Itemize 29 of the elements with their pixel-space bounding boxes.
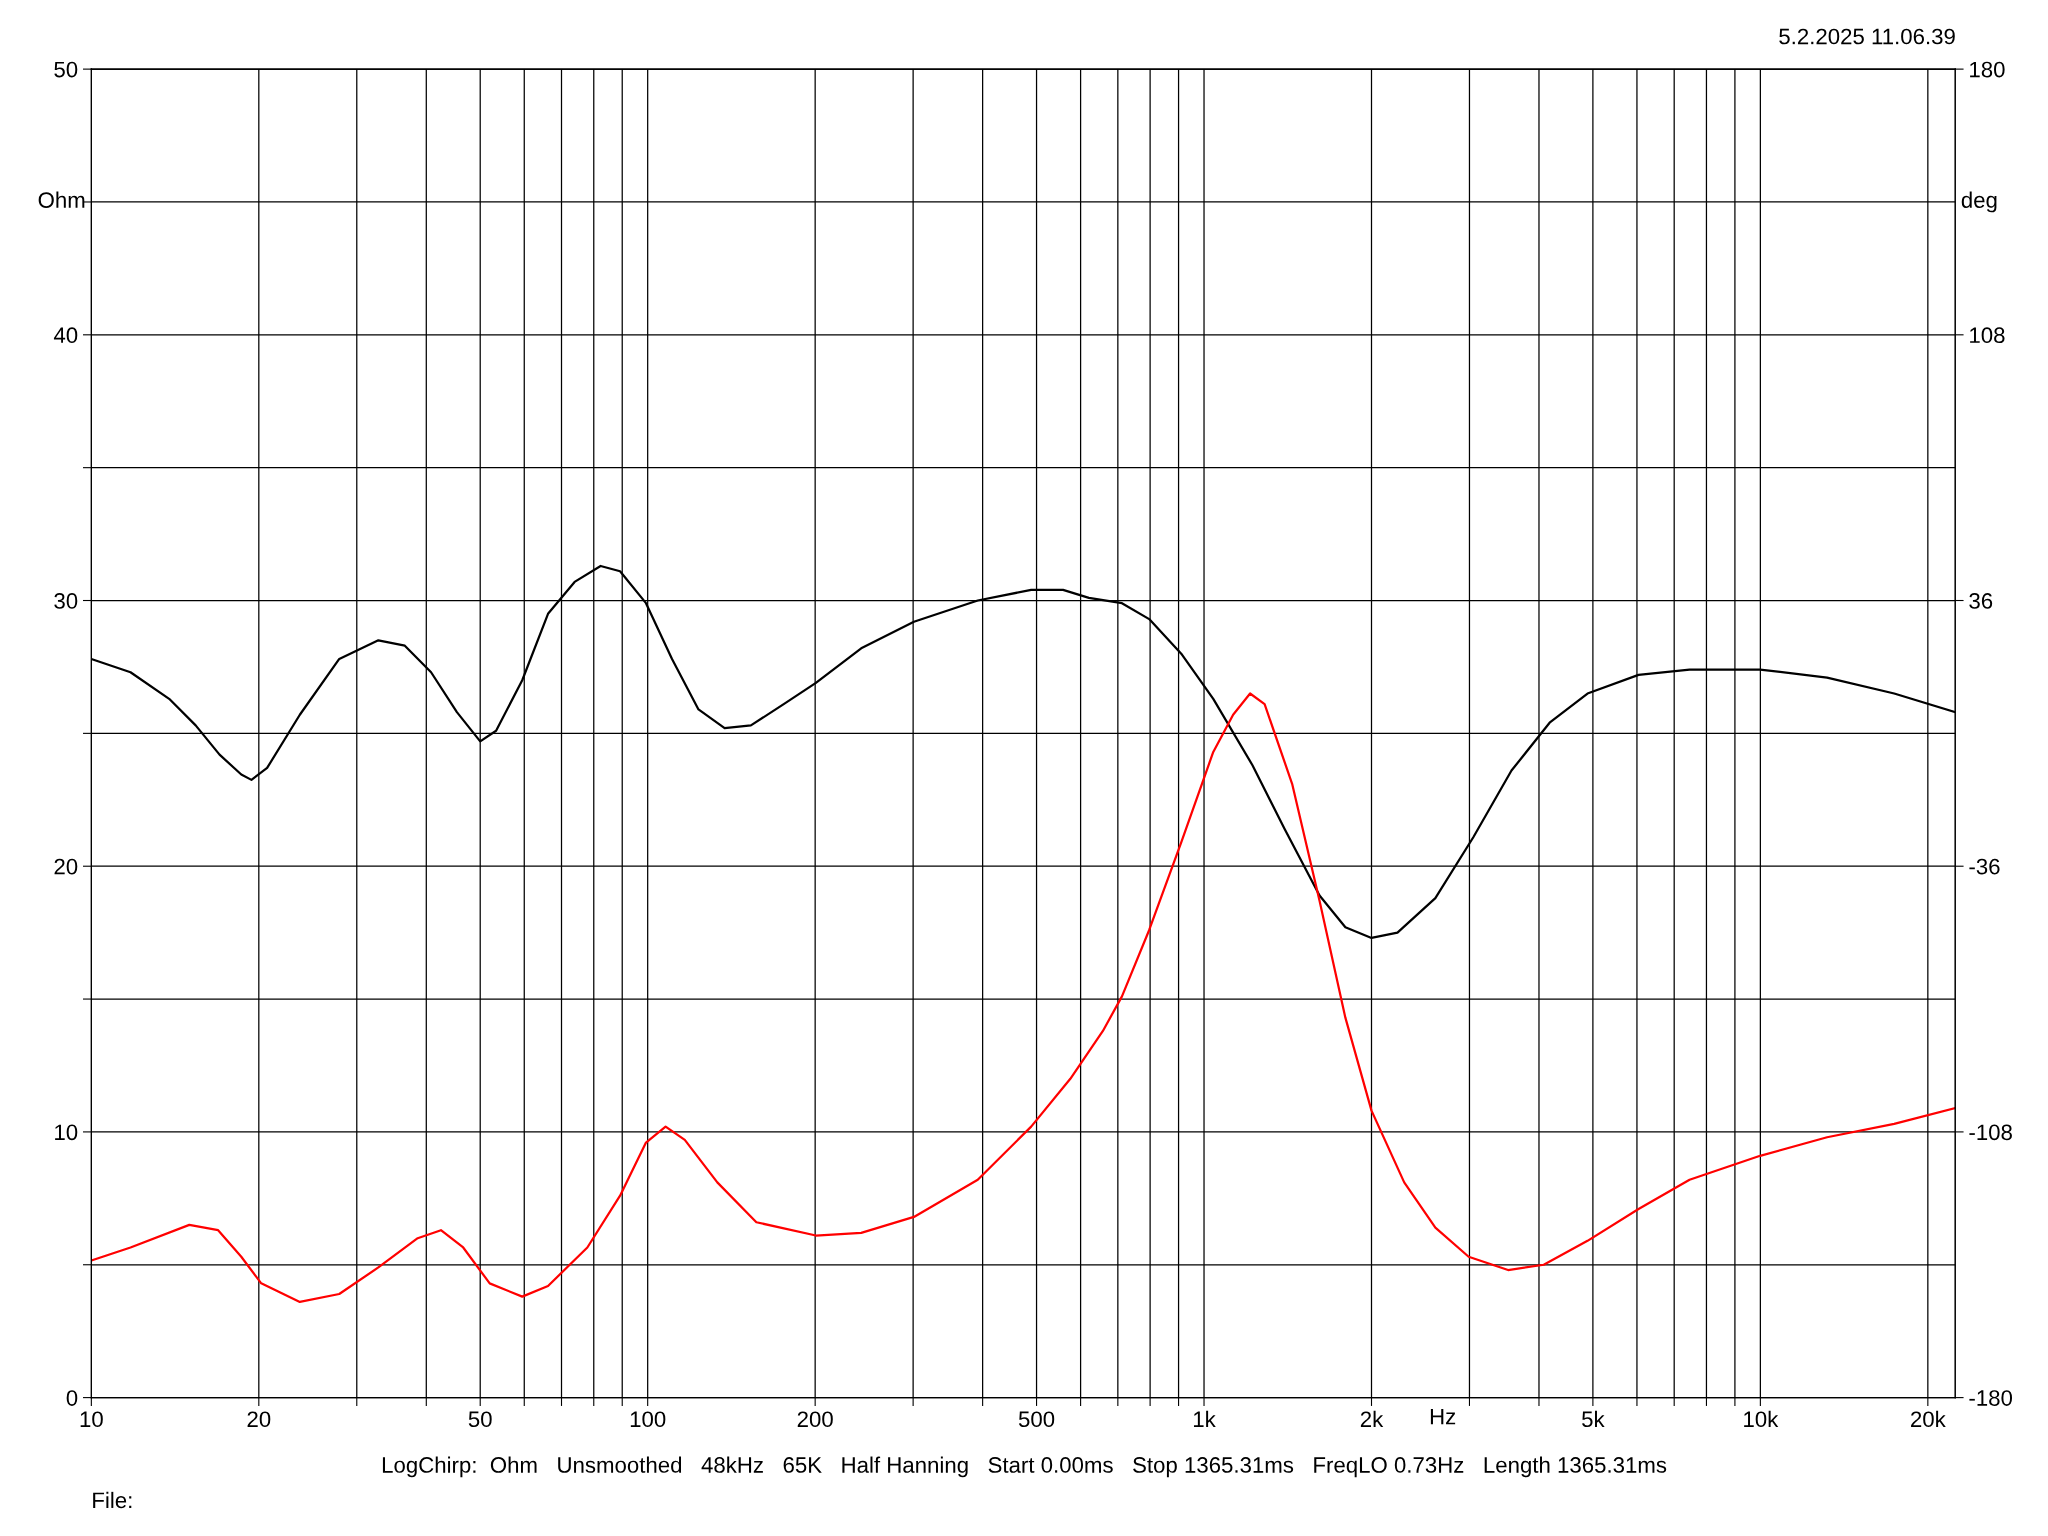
- text: 5.2.2025 11.06.39: [1779, 28, 1955, 45]
- x-axis-title: Hz: [1430, 1409, 1456, 1425]
- x-tick-label: 10k: [1744, 1410, 1779, 1428]
- y2-tick-label: -108: [1969, 1124, 2012, 1141]
- x-tick-label: 500: [1018, 1411, 1055, 1428]
- x-tick-label: 2k: [1360, 1410, 1384, 1427]
- y-tick-label: 10: [55, 1124, 78, 1141]
- y2-tick-label: 108: [1970, 327, 2005, 344]
- x-tick-label: 50: [468, 1411, 492, 1428]
- text: File:: [93, 1491, 132, 1509]
- y2-tick-label: 180: [1970, 61, 2005, 78]
- x-tick-label: 5k: [1582, 1410, 1605, 1428]
- y-tick-label: 30: [54, 593, 78, 609]
- x-tick-label: 100: [630, 1411, 666, 1428]
- y2-tick-label: -180: [1969, 1390, 2013, 1406]
- x-tick-label: 10: [80, 1411, 103, 1428]
- y-tick-label: 50: [54, 61, 78, 78]
- x-tick-label: 20: [247, 1411, 271, 1428]
- y-tick-label: 20: [54, 858, 78, 875]
- y-axis-title: Ohm: [38, 191, 85, 208]
- y-tick-label: 0: [66, 1390, 78, 1406]
- y2-axis-title: deg: [1961, 191, 1997, 213]
- y2-tick-label: -36: [1969, 858, 2000, 875]
- y-tick-label: 40: [53, 327, 78, 344]
- text: LogChirp: Ohm Unsmoothed 48kHz 65K Half Hanning Start 0.00ms Stop 1365.31ms FreqLO 0.73Hz Length 1365.31ms: [382, 1456, 1667, 1478]
- x-tick-label: 200: [797, 1411, 833, 1428]
- x-tick-label: 20k: [1911, 1410, 1946, 1428]
- x-tick-label: 1k: [1193, 1410, 1216, 1427]
- y2-tick-label: 36: [1969, 593, 1993, 609]
